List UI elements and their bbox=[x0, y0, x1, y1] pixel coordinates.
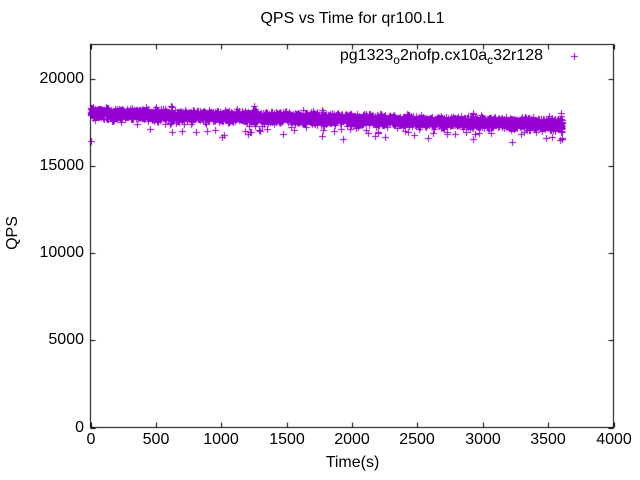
x-tick-label: 1500 bbox=[269, 431, 305, 448]
y-tick-label: 0 bbox=[75, 419, 84, 436]
x-tick-label: 0 bbox=[86, 431, 96, 448]
x-tick-label: 2000 bbox=[334, 431, 370, 448]
x-tick-label: 3500 bbox=[530, 431, 566, 448]
chart-title: QPS vs Time for qr100.L1 bbox=[260, 10, 445, 27]
y-tick-label: 20000 bbox=[39, 70, 85, 87]
legend-entry-label: pg1323o2nofp.cx10ac32r128 bbox=[339, 47, 543, 68]
y-axis-label: QPS bbox=[4, 216, 21, 250]
x-tick-label: 3000 bbox=[465, 431, 501, 448]
y-tick-label: 15000 bbox=[39, 157, 85, 174]
x-tick-label: 4000 bbox=[596, 431, 632, 448]
x-axis-label: Time(s) bbox=[325, 454, 380, 471]
x-tick-label: 2500 bbox=[399, 431, 435, 448]
x-tick-label: 1000 bbox=[203, 431, 239, 448]
x-tick-label: 500 bbox=[142, 431, 170, 448]
y-tick-label: 10000 bbox=[39, 244, 85, 261]
y-tick-label: 5000 bbox=[48, 331, 84, 348]
